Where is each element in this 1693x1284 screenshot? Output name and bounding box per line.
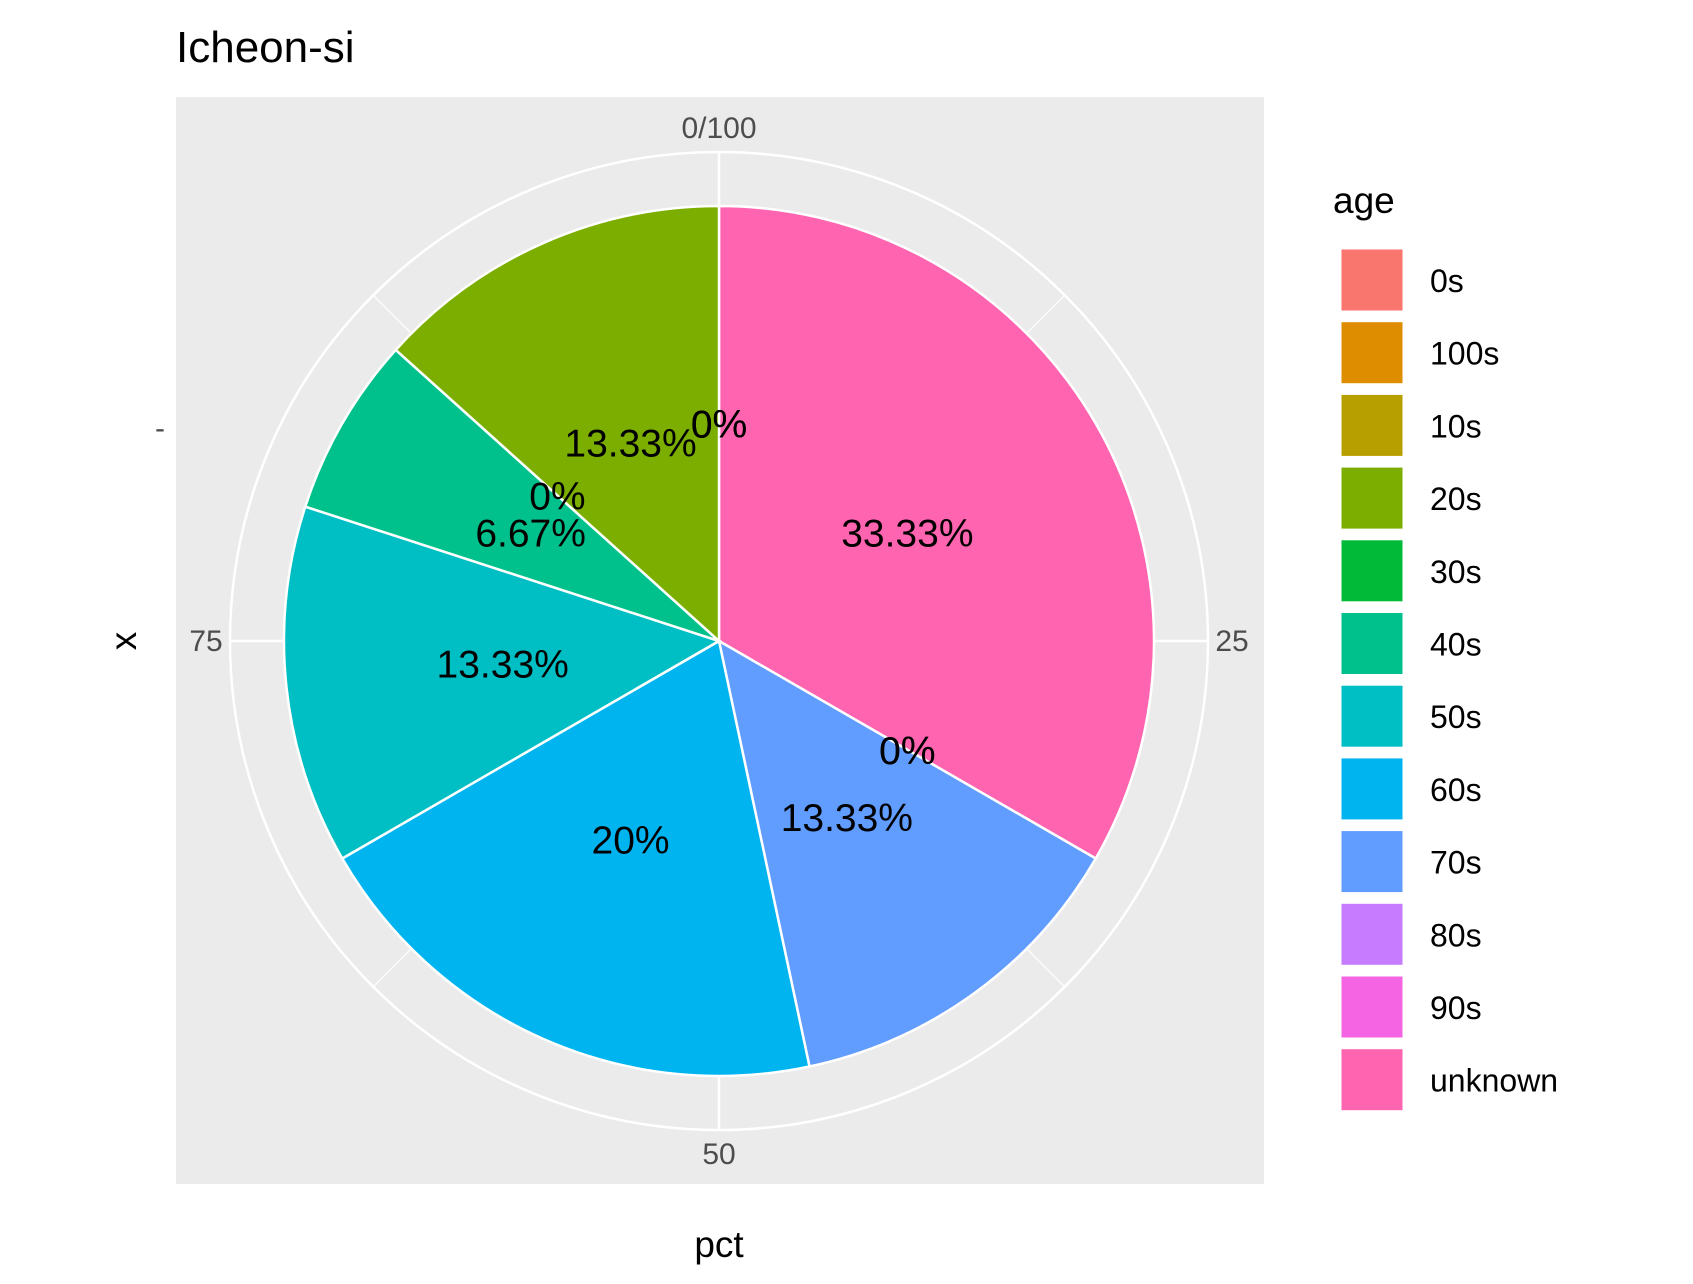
legend-label-10s: 10s bbox=[1430, 408, 1482, 444]
data-label-10s: 0% bbox=[691, 404, 747, 447]
data-label-40s: 6.67% bbox=[475, 512, 586, 555]
legend-key-20s bbox=[1338, 464, 1406, 532]
y-axis-title: x bbox=[103, 631, 144, 650]
slices bbox=[282, 204, 1156, 1078]
angular-tick-label: 25 bbox=[1215, 625, 1248, 658]
legend-label-30s: 30s bbox=[1430, 554, 1482, 590]
data-label-70s: 13.33% bbox=[781, 797, 913, 840]
legend-key-60s bbox=[1338, 755, 1406, 823]
chart-title: Icheon-si bbox=[176, 23, 355, 72]
legend-key-90s bbox=[1338, 973, 1406, 1041]
data-label-100s: 0% bbox=[691, 404, 747, 447]
legend-key-0s bbox=[1338, 246, 1406, 314]
legend-label-70s: 70s bbox=[1430, 845, 1482, 881]
legend-label-20s: 20s bbox=[1430, 481, 1482, 517]
pie-slice-unknown bbox=[717, 204, 1156, 861]
data-label-90s: 0% bbox=[879, 730, 935, 773]
legend-key-40s bbox=[1338, 610, 1406, 677]
legend-title: age bbox=[1333, 180, 1395, 221]
pie-slice-40s bbox=[303, 348, 720, 643]
legend-label-50s: 50s bbox=[1430, 699, 1482, 735]
y-tick-label: - bbox=[155, 412, 165, 445]
legend-label-100s: 100s bbox=[1430, 336, 1499, 372]
angular-tick-label: 50 bbox=[702, 1138, 735, 1171]
data-label-60s: 20% bbox=[592, 820, 670, 863]
data-label-20s: 13.33% bbox=[564, 422, 696, 465]
legend-key-70s bbox=[1338, 828, 1406, 896]
legend-label-40s: 40s bbox=[1430, 627, 1482, 663]
pie-slice-50s bbox=[282, 505, 723, 861]
legend-label-unknown: unknown bbox=[1430, 1063, 1558, 1099]
legend-key-50s bbox=[1338, 682, 1406, 750]
data-label-unknown: 33.33% bbox=[841, 512, 973, 555]
angular-ticks: 0/100 25 50 75 bbox=[189, 112, 1248, 1171]
legend: age 0s 100s 10s 20s 30s 40s 50s 60s 70s 80s 90s unk… bbox=[1333, 180, 1558, 1114]
pie-slice-70s bbox=[717, 638, 1098, 1068]
legend-label-80s: 80s bbox=[1430, 917, 1482, 953]
legend-key-10s bbox=[1338, 391, 1406, 459]
legend-key-unknown bbox=[1338, 1046, 1406, 1114]
angular-tick-label: 75 bbox=[189, 625, 222, 658]
pie-slice-60s bbox=[340, 639, 811, 1078]
data-label-0s: 0% bbox=[691, 404, 747, 447]
legend-label-60s: 60s bbox=[1430, 772, 1482, 808]
data-label-30s: 0% bbox=[529, 475, 585, 518]
legend-label-90s: 90s bbox=[1430, 990, 1482, 1026]
x-axis-title: pct bbox=[694, 1224, 744, 1265]
data-label-50s: 13.33% bbox=[437, 644, 569, 687]
legend-key-100s bbox=[1338, 319, 1406, 387]
data-labels: 33.33%0%0%13.33%20%13.33%6.67%0%13.33%0%… bbox=[437, 404, 974, 863]
legend-label-0s: 0s bbox=[1430, 263, 1464, 299]
legend-items: 0s 100s 10s 20s 30s 40s 50s 60s 70s 80s 90s unknown bbox=[1338, 246, 1558, 1114]
data-label-80s: 0% bbox=[879, 730, 935, 773]
pie-slice-20s bbox=[394, 204, 721, 644]
legend-key-80s bbox=[1338, 900, 1406, 968]
angular-tick-label: 0/100 bbox=[681, 112, 756, 145]
legend-key-30s bbox=[1338, 537, 1406, 605]
